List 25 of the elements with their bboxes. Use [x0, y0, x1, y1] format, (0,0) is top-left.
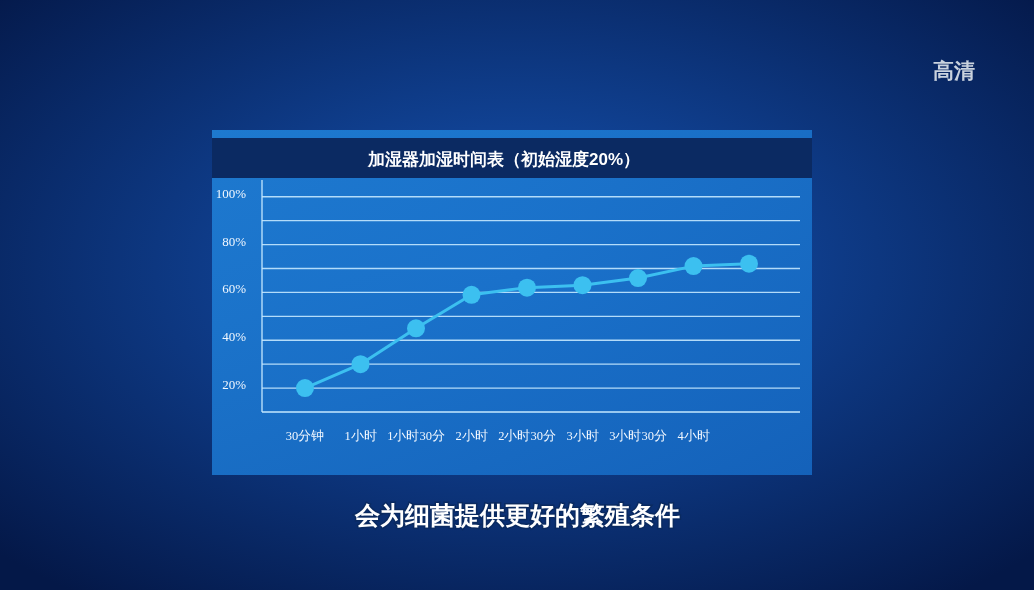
x-tick-label: 3小时	[566, 429, 599, 443]
point	[629, 269, 647, 288]
y-tick-label: 20%	[222, 377, 247, 393]
y-tick-label: 40%	[222, 329, 247, 345]
x-tick-label: 1小时	[344, 429, 377, 443]
point	[296, 379, 314, 398]
x-tick-label: 2小时30分	[498, 429, 556, 443]
x-tick-label: 3小时30分	[609, 429, 667, 443]
text: 会为细菌提供更好的繁殖条件	[353, 501, 680, 529]
chart-title: 加湿器加湿时间表（初始湿度20%）	[366, 150, 641, 169]
point	[518, 278, 536, 297]
x-tick-label: 4小时	[677, 429, 710, 443]
x-tick-label: 1小时30分	[387, 429, 445, 443]
point	[407, 319, 425, 338]
point	[462, 285, 481, 304]
y-tick-label: 100%	[215, 185, 247, 201]
y-tick-label: 80%	[222, 233, 247, 249]
x-tick-label: 2小时	[455, 429, 488, 443]
y-tick-label: 60%	[222, 281, 247, 297]
point	[351, 355, 370, 374]
point	[684, 257, 703, 276]
x-tick-label: 30分钟	[285, 429, 325, 443]
point	[740, 254, 758, 273]
point	[573, 276, 592, 295]
text: 高清	[933, 59, 975, 82]
